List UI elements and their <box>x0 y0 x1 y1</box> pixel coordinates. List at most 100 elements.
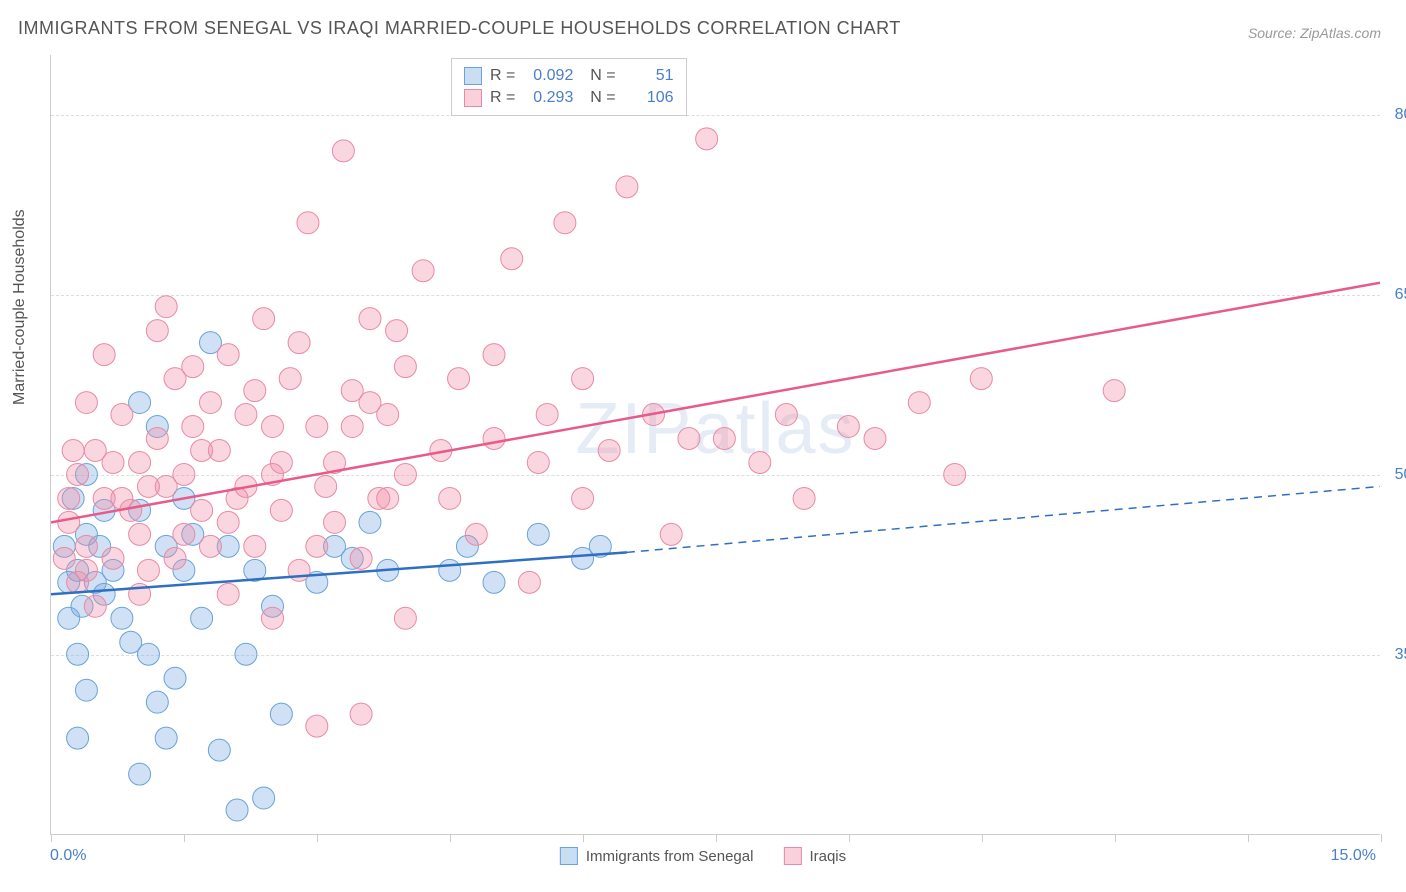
scatter-point <box>199 535 221 557</box>
correlation-n-label: N = <box>581 67 615 85</box>
scatter-point <box>182 416 204 438</box>
x-tick <box>317 834 318 842</box>
scatter-point <box>262 416 284 438</box>
scatter-point <box>129 451 151 473</box>
scatter-point <box>616 176 638 198</box>
correlation-r-value-1: 0.092 <box>523 67 573 85</box>
plot-area: ZIPatlas R = 0.092 N = 51 R = 0.293 N = … <box>50 55 1380 835</box>
scatter-point <box>359 392 381 414</box>
chart-container: IMMIGRANTS FROM SENEGAL VS IRAQI MARRIED… <box>0 0 1406 892</box>
scatter-point <box>359 511 381 533</box>
scatter-point <box>288 332 310 354</box>
scatter-point <box>102 451 124 473</box>
scatter-point <box>262 607 284 629</box>
scatter-point <box>306 416 328 438</box>
scatter-point <box>102 547 124 569</box>
scatter-point <box>1103 380 1125 402</box>
legend-item-iraqis: Iraqis <box>783 847 846 865</box>
scatter-point <box>111 404 133 426</box>
scatter-point <box>84 595 106 617</box>
scatter-point <box>62 440 84 462</box>
scatter-point <box>93 344 115 366</box>
scatter-point <box>306 715 328 737</box>
scatter-point <box>572 368 594 390</box>
correlation-n-value-2: 106 <box>624 89 674 107</box>
scatter-point <box>386 320 408 342</box>
scatter-point <box>67 727 89 749</box>
scatter-point <box>146 428 168 450</box>
scatter-point <box>146 320 168 342</box>
correlation-r-label: R = <box>490 67 515 85</box>
scatter-point <box>58 511 80 533</box>
scatter-point <box>75 559 97 581</box>
correlation-row-2: R = 0.293 N = 106 <box>464 87 674 109</box>
scatter-point <box>191 607 213 629</box>
scatter-point <box>350 547 372 569</box>
scatter-point <box>793 487 815 509</box>
scatter-point <box>155 296 177 318</box>
scatter-point <box>412 260 434 282</box>
x-tick <box>849 834 850 842</box>
trend-line-senegal-dashed <box>627 486 1380 552</box>
scatter-point <box>217 583 239 605</box>
scatter-point <box>394 356 416 378</box>
scatter-point <box>536 404 558 426</box>
scatter-point <box>173 463 195 485</box>
scatter-point <box>394 463 416 485</box>
scatter-point <box>306 535 328 557</box>
correlation-row-1: R = 0.092 N = 51 <box>464 65 674 87</box>
x-axis-min-label: 0.0% <box>50 847 86 865</box>
correlation-n-label: N = <box>581 89 615 107</box>
legend-item-senegal: Immigrants from Senegal <box>560 847 754 865</box>
x-tick <box>982 834 983 842</box>
correlation-r-label: R = <box>490 89 515 107</box>
x-tick <box>184 834 185 842</box>
scatter-point <box>182 356 204 378</box>
scatter-point <box>199 392 221 414</box>
scatter-point <box>439 487 461 509</box>
legend-swatch-pink <box>783 847 801 865</box>
x-tick <box>1115 834 1116 842</box>
correlation-r-value-2: 0.293 <box>523 89 573 107</box>
y-tick-label: 65.0% <box>1395 286 1406 304</box>
scatter-point <box>527 523 549 545</box>
scatter-point <box>217 344 239 366</box>
scatter-point <box>244 380 266 402</box>
correlation-box: R = 0.092 N = 51 R = 0.293 N = 106 <box>451 58 687 116</box>
scatter-point <box>518 571 540 593</box>
scatter-point <box>332 140 354 162</box>
scatter-point <box>173 523 195 545</box>
x-tick <box>51 834 52 842</box>
scatter-point <box>129 523 151 545</box>
scatter-point <box>377 487 399 509</box>
scatter-point <box>75 392 97 414</box>
scatter-point <box>678 428 700 450</box>
scatter-point <box>864 428 886 450</box>
scatter-point <box>129 763 151 785</box>
scatter-point <box>350 703 372 725</box>
trend-line-iraqis <box>51 283 1380 523</box>
scatter-point <box>324 511 346 533</box>
scatter-point <box>58 607 80 629</box>
scatter-point <box>713 428 735 450</box>
scatter-point <box>253 787 275 809</box>
scatter-point <box>164 667 186 689</box>
scatter-point <box>908 392 930 414</box>
scatter-point <box>270 499 292 521</box>
correlation-swatch-pink <box>464 89 482 107</box>
scatter-point <box>448 368 470 390</box>
scatter-point <box>164 547 186 569</box>
scatter-point <box>660 523 682 545</box>
correlation-n-value-1: 51 <box>624 67 674 85</box>
scatter-point <box>837 416 859 438</box>
scatter-point <box>501 248 523 270</box>
x-tick <box>1248 834 1249 842</box>
scatter-point <box>111 487 133 509</box>
scatter-point <box>341 416 363 438</box>
scatter-point <box>226 799 248 821</box>
scatter-point <box>696 128 718 150</box>
legend-label-iraqis: Iraqis <box>809 848 846 865</box>
scatter-point <box>775 404 797 426</box>
scatter-point <box>749 451 771 473</box>
scatter-point <box>235 404 257 426</box>
